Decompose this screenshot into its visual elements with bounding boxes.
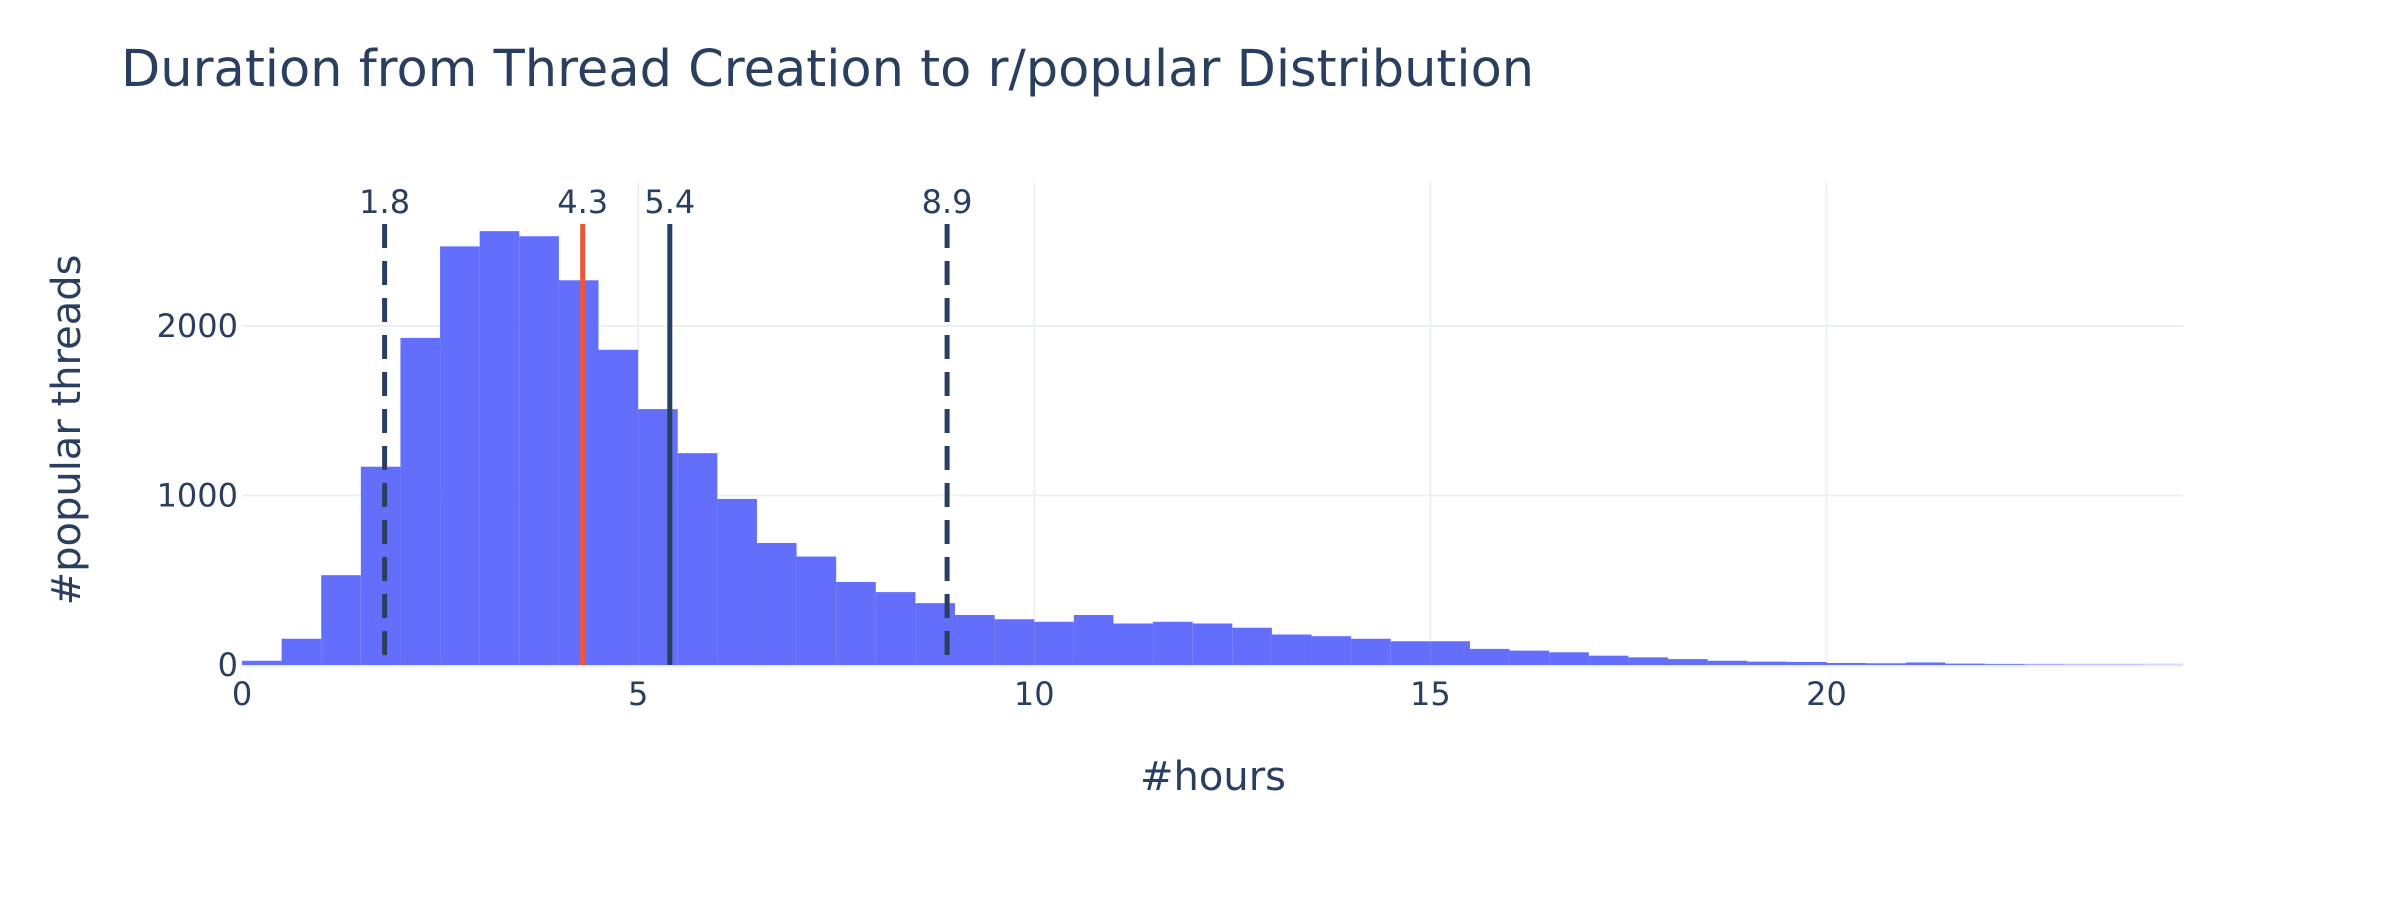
histogram-bars (242, 231, 2183, 666)
histogram-bar (1192, 623, 1233, 665)
histogram-bar (677, 453, 718, 665)
y-tick-label: 0 (218, 646, 238, 684)
histogram-bar (1430, 641, 1470, 665)
histogram-bar (1984, 664, 2025, 665)
histogram-bar (1707, 660, 1748, 665)
x-tick-label: 15 (1410, 675, 1451, 713)
histogram-bar (400, 337, 441, 665)
histogram-bar (1034, 621, 1074, 665)
y-axis-title: #popular threads (44, 255, 90, 606)
histogram-bar (1351, 638, 1391, 665)
histogram-bar (1153, 621, 1193, 665)
histogram-bar (1232, 627, 1272, 665)
histogram-bar (1311, 636, 1352, 665)
histogram-bar (1866, 663, 1906, 665)
histogram-bar (558, 280, 599, 665)
histogram-bar (1113, 623, 1154, 665)
histogram-bar (1073, 615, 1114, 665)
histogram-bar (242, 660, 282, 665)
histogram-bar (1588, 655, 1629, 665)
histogram-bar (1786, 661, 1827, 665)
histogram-bar (1945, 663, 1985, 665)
histogram-bar (321, 575, 361, 665)
histogram-bar (1469, 648, 1510, 665)
histogram-bar (1549, 652, 1589, 665)
x-axis-title: #hours (1140, 754, 1286, 800)
histogram-bar (440, 246, 480, 665)
histogram-bar (1509, 650, 1550, 665)
histogram-bar (1668, 659, 1708, 665)
histogram-bar (1271, 634, 1312, 665)
y-tick-label: 1000 (157, 477, 238, 515)
histogram-bar (1747, 661, 1787, 665)
y-tick-label: 2000 (157, 307, 238, 345)
histogram-bar (836, 581, 876, 665)
histogram-bar (479, 231, 520, 665)
histogram-bar (994, 619, 1035, 665)
histogram-bar (1826, 662, 1867, 665)
histogram-bar (598, 349, 639, 665)
histogram-bar (1628, 657, 1669, 665)
histogram-bar (519, 236, 559, 666)
x-tick-label: 20 (1806, 675, 1847, 713)
histogram-bar (2024, 664, 2065, 665)
histogram-bar (360, 466, 401, 665)
marker-label: 5.4 (644, 183, 695, 221)
chart-title: Duration from Thread Creation to r/popul… (121, 40, 1535, 99)
marker-lines: 1.8 4.3 5.4 8.9 (359, 183, 973, 665)
x-tick-label: 5 (628, 675, 648, 713)
histogram-bar (717, 498, 757, 665)
x-tick-label: 0 (232, 675, 252, 713)
marker-label: 1.8 (359, 183, 410, 221)
marker-label: 8.9 (922, 183, 973, 221)
histogram-bar (281, 638, 322, 665)
y-axis-ticks: 0 1000 2000 (157, 307, 238, 684)
marker-label: 4.3 (557, 183, 608, 221)
x-axis-ticks: 0 5 10 15 20 (232, 675, 1847, 713)
histogram-bar (756, 542, 797, 665)
histogram-bar (1390, 641, 1431, 665)
histogram-bar (955, 615, 995, 665)
histogram-bar (796, 556, 837, 665)
x-tick-label: 10 (1014, 675, 1055, 713)
histogram-bar (875, 592, 916, 665)
histogram-bar (1905, 662, 1946, 665)
